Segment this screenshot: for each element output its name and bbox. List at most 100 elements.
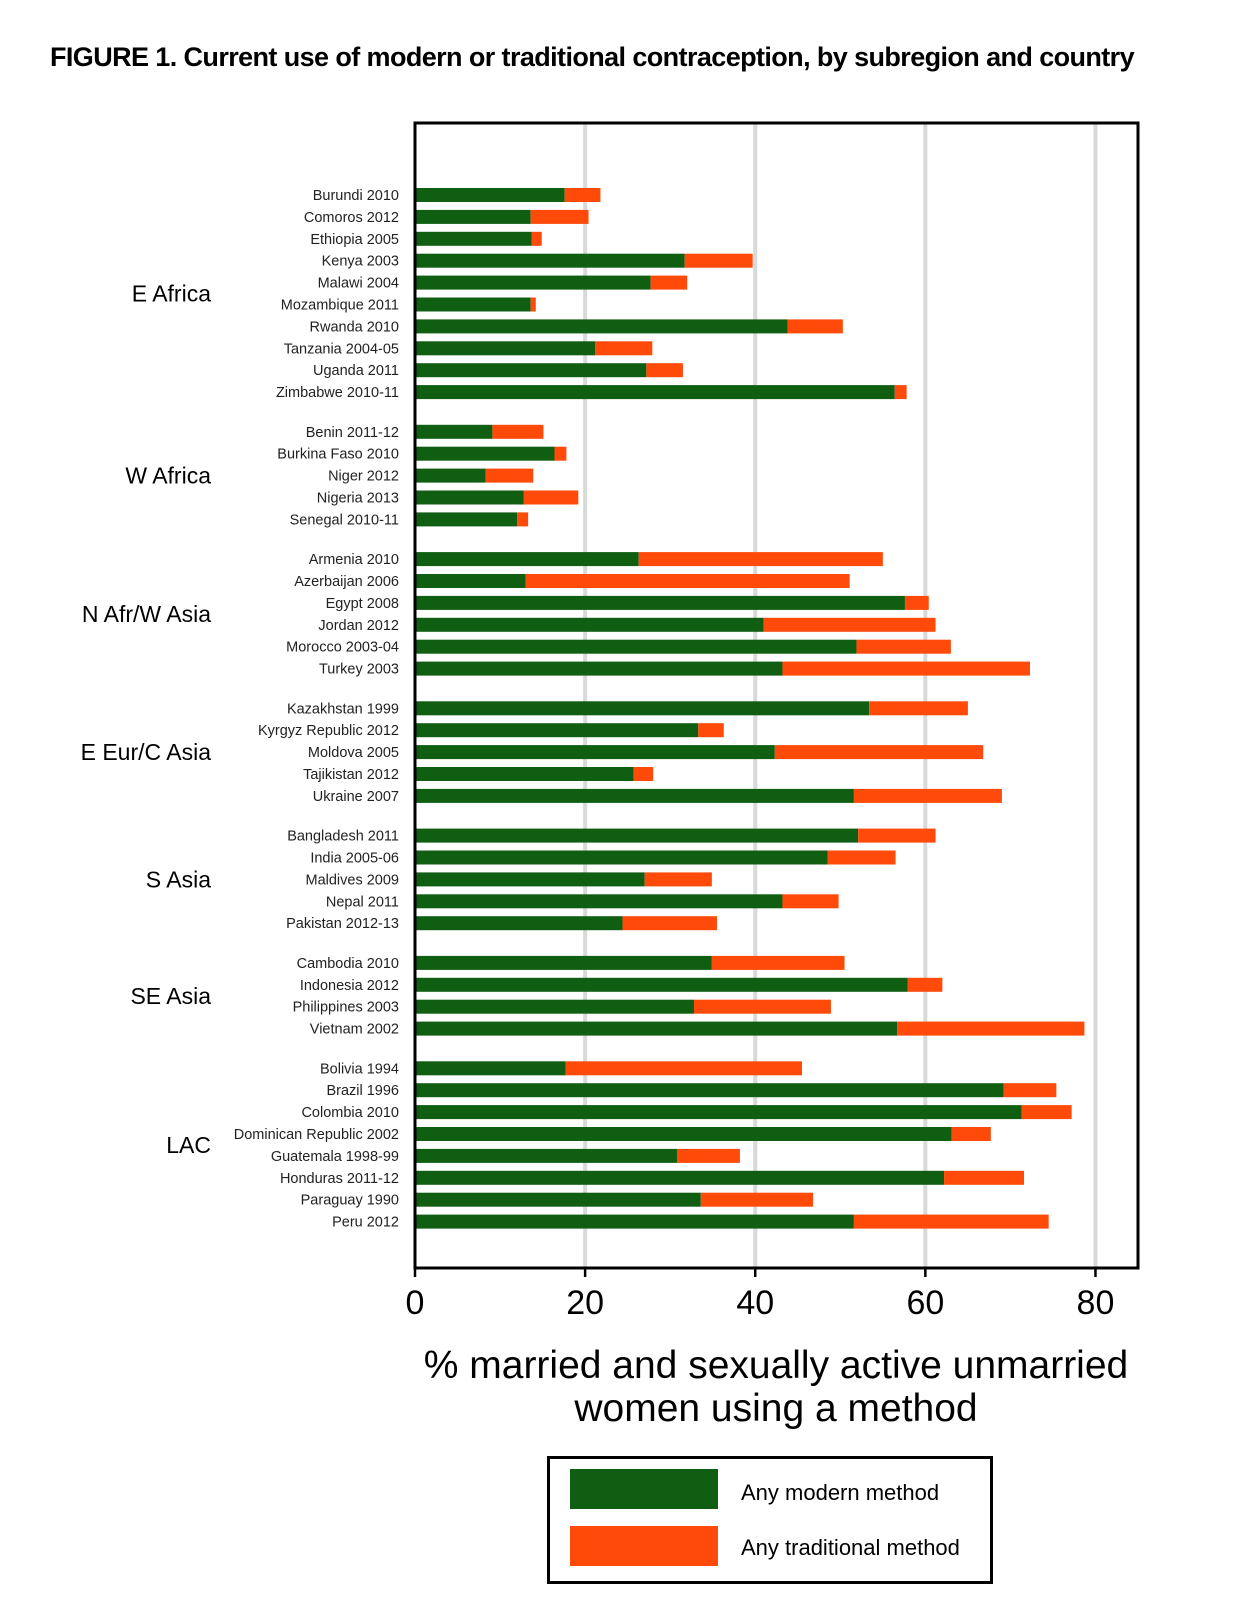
country-label-rwanda-2010: Rwanda 2010 xyxy=(310,319,400,335)
legend-swatch-traditional xyxy=(570,1526,718,1566)
legend-swatch-modern xyxy=(570,1469,718,1509)
bar-traditional-rwanda-2010 xyxy=(787,319,843,334)
bar-modern-bolivia-1994 xyxy=(415,1061,566,1076)
bar-modern-kazakhstan-1999 xyxy=(415,701,870,716)
country-label-kyrgyz-republic-2012: Kyrgyz Republic 2012 xyxy=(258,723,399,739)
country-label-ukraine-2007: Ukraine 2007 xyxy=(313,789,399,805)
bars xyxy=(415,188,1085,1229)
bar-modern-nepal-2011 xyxy=(415,894,783,909)
bar-traditional-ethiopia-2005 xyxy=(531,231,542,246)
country-label-turkey-2003: Turkey 2003 xyxy=(319,662,399,678)
bar-traditional-brazil-1996 xyxy=(1003,1083,1057,1098)
bar-traditional-malawi-2004 xyxy=(650,275,688,290)
bar-modern-colombia-2010 xyxy=(415,1105,1022,1120)
bar-modern-philippines-2003 xyxy=(415,999,694,1014)
bar-traditional-philippines-2003 xyxy=(693,999,831,1014)
bar-modern-uganda-2011 xyxy=(415,363,647,378)
bar-modern-senegal-2010-11 xyxy=(415,512,518,527)
bar-modern-burundi-2010 xyxy=(415,188,565,202)
country-labels: Burundi 2010 Comoros 2012 Ethiopia 2005 Ken… xyxy=(234,188,399,1231)
country-label-bangladesh-2011: Bangladesh 2011 xyxy=(287,829,399,845)
bar-modern-burkina-faso-2010 xyxy=(415,446,555,461)
country-label-comoros-2012: Comoros 2012 xyxy=(304,210,399,226)
country-label-zimbabwe-2010-11: Zimbabwe 2010-11 xyxy=(276,385,399,401)
bar-traditional-benin-2011-12 xyxy=(492,424,544,439)
country-label-egypt-2008: Egypt 2008 xyxy=(326,596,399,612)
bar-modern-paraguay-1990 xyxy=(415,1192,701,1207)
bar-modern-kyrgyz-republic-2012 xyxy=(415,723,699,738)
bar-modern-azerbaijan-2006 xyxy=(415,574,526,588)
country-label-moldova-2005: Moldova 2005 xyxy=(308,745,399,761)
bar-modern-pakistan-2012-13 xyxy=(415,916,623,931)
bar-traditional-burundi-2010 xyxy=(564,188,601,202)
bar-traditional-ukraine-2007 xyxy=(853,788,1002,803)
country-label-dominican-republic-2002: Dominican Republic 2002 xyxy=(234,1127,399,1143)
country-label-guatemala-1998-99: Guatemala 1998-99 xyxy=(271,1149,399,1165)
country-label-jordan-2012: Jordan 2012 xyxy=(318,618,399,634)
legend-label-traditional: Any traditional method xyxy=(741,1535,960,1560)
bar-traditional-turkey-2003 xyxy=(782,661,1030,676)
bar-modern-mozambique-2011 xyxy=(415,297,531,312)
country-label-tanzania-2004-05: Tanzania 2004-05 xyxy=(284,341,399,357)
bar-traditional-dominican-republic-2002 xyxy=(951,1127,991,1141)
country-label-malawi-2004: Malawi 2004 xyxy=(318,276,399,292)
bar-traditional-cambodia-2010 xyxy=(711,955,845,970)
bar-traditional-jordan-2012 xyxy=(763,617,936,632)
country-label-niger-2012: Niger 2012 xyxy=(328,469,399,485)
subregion-label-n-afr-w-asia: N Afr/W Asia xyxy=(82,601,211,627)
subregion-label-lac: LAC xyxy=(166,1132,211,1158)
figure-title: FIGURE 1. Current use of modern or tradi… xyxy=(50,42,1135,72)
bar-modern-maldives-2009 xyxy=(415,872,645,887)
bar-traditional-armenia-2010 xyxy=(638,552,883,567)
country-label-morocco-2003-04: Morocco 2003-04 xyxy=(286,640,399,656)
subregion-label-w-africa: W Africa xyxy=(125,463,211,489)
country-label-colombia-2010: Colombia 2010 xyxy=(301,1105,399,1121)
bar-modern-ukraine-2007 xyxy=(415,788,854,803)
bar-traditional-senegal-2010-11 xyxy=(517,512,529,527)
bar-traditional-zimbabwe-2010-11 xyxy=(894,385,907,400)
bar-modern-tajikistan-2012 xyxy=(415,767,634,781)
country-label-mozambique-2011: Mozambique 2011 xyxy=(281,298,399,314)
country-label-pakistan-2012-13: Pakistan 2012-13 xyxy=(286,916,399,932)
bar-traditional-bangladesh-2011 xyxy=(858,828,936,843)
legend-label-modern: Any modern method xyxy=(741,1480,940,1505)
bar-modern-turkey-2003 xyxy=(415,661,783,676)
bar-modern-ethiopia-2005 xyxy=(415,231,532,246)
bar-modern-jordan-2012 xyxy=(415,617,764,632)
bar-traditional-uganda-2011 xyxy=(646,363,683,378)
bar-traditional-morocco-2003-04 xyxy=(856,639,951,654)
country-label-tajikistan-2012: Tajikistan 2012 xyxy=(303,767,399,783)
x-tick-label-80: 80 xyxy=(1077,1284,1115,1322)
bar-traditional-burkina-faso-2010 xyxy=(554,446,567,461)
plot-frame xyxy=(413,121,1140,1270)
bar-modern-armenia-2010 xyxy=(415,552,639,567)
bar-traditional-pakistan-2012-13 xyxy=(622,916,717,931)
country-label-vietnam-2002: Vietnam 2002 xyxy=(310,1022,399,1038)
bar-traditional-india-2005-06 xyxy=(827,850,896,865)
bar-traditional-nepal-2011 xyxy=(782,894,839,909)
bar-traditional-guatemala-1998-99 xyxy=(676,1148,740,1163)
bar-traditional-honduras-2011-12 xyxy=(944,1170,1025,1185)
country-label-indonesia-2012: Indonesia 2012 xyxy=(300,978,399,994)
bar-traditional-kyrgyz-republic-2012 xyxy=(698,723,724,738)
bar-traditional-bolivia-1994 xyxy=(565,1061,803,1076)
x-tick-label-60: 60 xyxy=(906,1284,944,1322)
bar-traditional-vietnam-2002 xyxy=(897,1021,1085,1036)
x-axis-label-line-2: women using a method xyxy=(573,1387,977,1430)
bar-modern-rwanda-2010 xyxy=(415,319,788,334)
country-label-paraguay-1990: Paraguay 1990 xyxy=(301,1193,399,1209)
bar-traditional-indonesia-2012 xyxy=(907,977,943,992)
bar-modern-indonesia-2012 xyxy=(415,977,908,992)
bar-modern-malawi-2004 xyxy=(415,275,651,290)
bar-modern-benin-2011-12 xyxy=(415,424,493,439)
bar-modern-vietnam-2002 xyxy=(415,1021,898,1036)
bar-modern-tanzania-2004-05 xyxy=(415,341,596,356)
country-label-nigeria-2013: Nigeria 2013 xyxy=(317,491,399,507)
subregion-label-e-africa: E Africa xyxy=(132,281,211,307)
bar-modern-egypt-2008 xyxy=(415,595,905,610)
stacked-bar-chart: Burundi 2010 Comoros 2012 Ethiopia 2005 Ken… xyxy=(81,121,1140,1430)
bar-traditional-tanzania-2004-05 xyxy=(595,341,653,356)
gridlines xyxy=(583,123,1098,1268)
bar-traditional-kazakhstan-1999 xyxy=(869,701,968,716)
bar-modern-cambodia-2010 xyxy=(415,955,712,970)
